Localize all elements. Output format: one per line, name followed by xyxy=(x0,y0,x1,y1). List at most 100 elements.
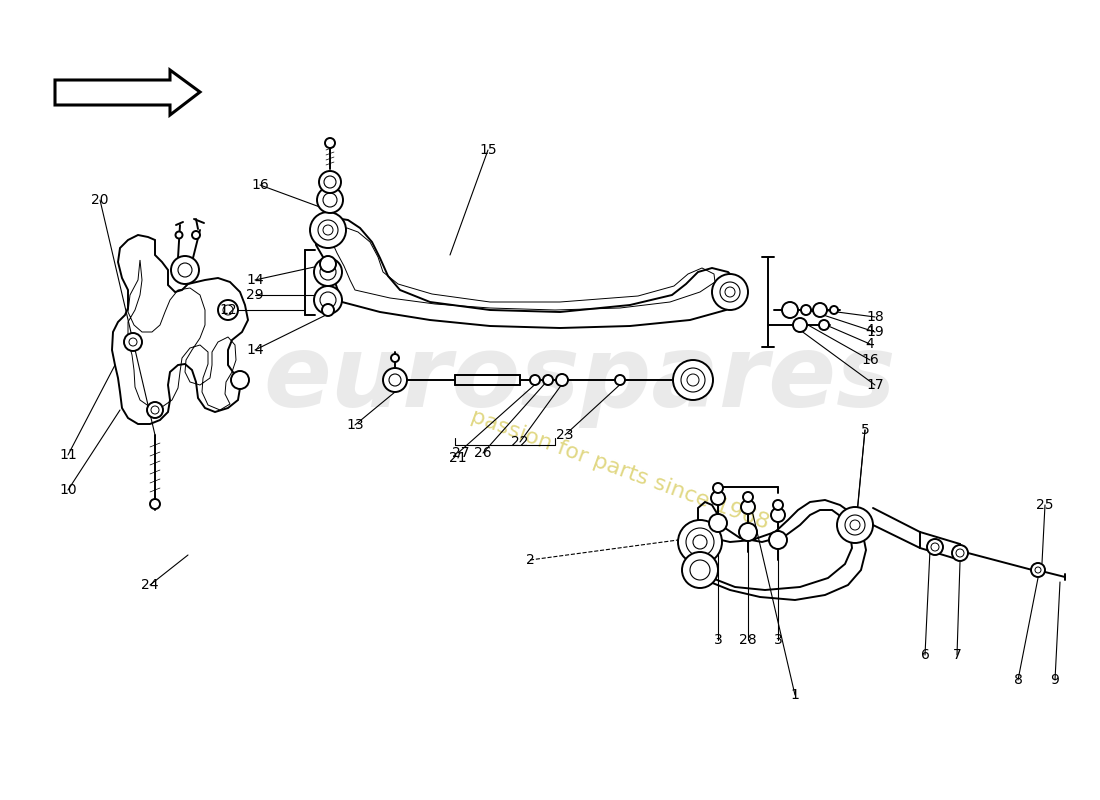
Text: 8: 8 xyxy=(1013,673,1022,687)
Circle shape xyxy=(956,549,964,557)
Circle shape xyxy=(320,264,336,280)
Text: 10: 10 xyxy=(59,483,77,497)
Circle shape xyxy=(711,491,725,505)
Text: 7: 7 xyxy=(953,648,961,662)
Circle shape xyxy=(813,303,827,317)
Circle shape xyxy=(931,543,939,551)
Text: 2: 2 xyxy=(526,553,535,567)
Circle shape xyxy=(319,171,341,193)
Circle shape xyxy=(693,535,707,549)
Circle shape xyxy=(324,138,336,148)
Circle shape xyxy=(314,258,342,286)
Circle shape xyxy=(725,287,735,297)
Text: 28: 28 xyxy=(739,633,757,647)
Circle shape xyxy=(801,305,811,315)
Text: 6: 6 xyxy=(921,648,929,662)
Text: 23: 23 xyxy=(557,428,574,442)
Circle shape xyxy=(741,500,755,514)
Circle shape xyxy=(543,375,553,385)
Circle shape xyxy=(150,499,160,509)
Circle shape xyxy=(850,520,860,530)
Circle shape xyxy=(845,515,865,535)
Circle shape xyxy=(771,508,785,522)
Text: 19: 19 xyxy=(866,325,884,339)
Circle shape xyxy=(176,231,183,238)
Circle shape xyxy=(124,333,142,351)
Text: 14: 14 xyxy=(246,343,264,357)
Text: 24: 24 xyxy=(141,578,158,592)
Circle shape xyxy=(324,176,336,188)
Circle shape xyxy=(769,531,786,549)
Text: 3: 3 xyxy=(714,633,723,647)
Text: 12: 12 xyxy=(219,303,236,317)
Circle shape xyxy=(712,274,748,310)
Circle shape xyxy=(793,318,807,332)
Text: 13: 13 xyxy=(346,418,364,432)
Circle shape xyxy=(830,306,838,314)
Circle shape xyxy=(383,368,407,392)
Text: 15: 15 xyxy=(480,143,497,157)
Text: 27: 27 xyxy=(452,446,470,460)
Circle shape xyxy=(320,292,336,308)
Circle shape xyxy=(682,552,718,588)
Circle shape xyxy=(686,528,714,556)
Text: 14: 14 xyxy=(246,273,264,287)
Circle shape xyxy=(218,300,238,320)
Text: 1: 1 xyxy=(791,688,800,702)
Text: 11: 11 xyxy=(59,448,77,462)
Circle shape xyxy=(320,256,336,272)
Circle shape xyxy=(615,375,625,385)
Text: 5: 5 xyxy=(860,423,869,437)
Text: 3: 3 xyxy=(773,633,782,647)
Circle shape xyxy=(710,514,727,532)
Text: 16: 16 xyxy=(861,353,879,367)
Circle shape xyxy=(231,371,249,389)
Circle shape xyxy=(782,302,797,318)
Circle shape xyxy=(317,187,343,213)
Circle shape xyxy=(688,374,698,386)
Circle shape xyxy=(323,193,337,207)
Circle shape xyxy=(678,520,722,564)
Text: 4: 4 xyxy=(866,337,874,351)
Circle shape xyxy=(310,212,346,248)
Circle shape xyxy=(192,231,200,239)
Circle shape xyxy=(556,374,568,386)
Circle shape xyxy=(773,500,783,510)
Circle shape xyxy=(390,354,399,362)
Text: 17: 17 xyxy=(866,378,883,392)
Text: 18: 18 xyxy=(866,310,884,324)
Text: passion for parts since 1968: passion for parts since 1968 xyxy=(469,406,772,534)
Circle shape xyxy=(927,539,943,555)
Text: 9: 9 xyxy=(1050,673,1059,687)
Text: 16: 16 xyxy=(251,178,268,192)
Circle shape xyxy=(1031,563,1045,577)
Circle shape xyxy=(318,220,338,240)
Text: 25: 25 xyxy=(1036,498,1054,512)
Circle shape xyxy=(323,225,333,235)
Text: 21: 21 xyxy=(449,451,466,465)
Text: eurospares: eurospares xyxy=(264,331,896,429)
Circle shape xyxy=(673,360,713,400)
Circle shape xyxy=(151,406,160,414)
Circle shape xyxy=(147,402,163,418)
Circle shape xyxy=(681,368,705,392)
Circle shape xyxy=(690,560,710,580)
Circle shape xyxy=(720,282,740,302)
Text: 4: 4 xyxy=(866,323,874,337)
Text: 26: 26 xyxy=(474,446,492,460)
Circle shape xyxy=(322,304,334,316)
Text: 20: 20 xyxy=(91,193,109,207)
Circle shape xyxy=(223,305,233,315)
Circle shape xyxy=(129,338,138,346)
Circle shape xyxy=(952,545,968,561)
Circle shape xyxy=(178,263,192,277)
Circle shape xyxy=(820,320,829,330)
Text: 22: 22 xyxy=(512,435,529,449)
Circle shape xyxy=(742,492,754,502)
Circle shape xyxy=(314,286,342,314)
Circle shape xyxy=(170,256,199,284)
Circle shape xyxy=(739,523,757,541)
Circle shape xyxy=(389,374,402,386)
Circle shape xyxy=(837,507,873,543)
Circle shape xyxy=(530,375,540,385)
